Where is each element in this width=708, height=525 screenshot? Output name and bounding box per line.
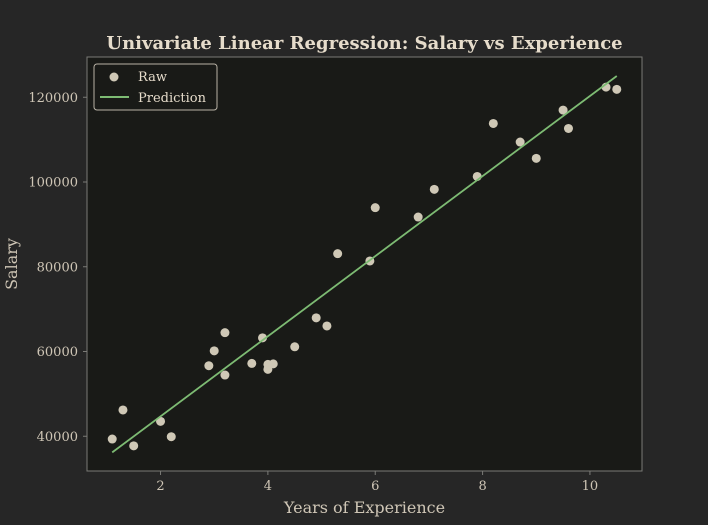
raw-data-point [209, 346, 219, 356]
chart-title: Univariate Linear Regression: Salary vs … [106, 33, 622, 54]
plot-spines [86, 56, 643, 472]
raw-data-point [220, 370, 230, 380]
raw-data-point [204, 361, 214, 371]
raw-data-point [515, 137, 525, 147]
y-tick-label: 80000 [37, 260, 78, 275]
raw-data-point [107, 434, 117, 444]
raw-data-point [413, 212, 423, 222]
y-axis-label: Salary [2, 238, 21, 290]
raw-data-point [322, 321, 332, 331]
legend: Raw Prediction [93, 63, 218, 111]
legend-raw-label: Raw [138, 70, 167, 85]
raw-data-point [258, 333, 268, 343]
legend-prediction-label: Prediction [138, 91, 207, 106]
raw-data-point [247, 358, 257, 368]
raw-data-point [370, 203, 380, 213]
raw-data-point [166, 432, 176, 442]
raw-data-point [333, 249, 343, 259]
y-tick-label: 120000 [28, 91, 78, 106]
axis-ticks: 2 4 6 8 10 40000 60000 80000 100000 120000 [28, 91, 598, 494]
raw-data-point [612, 84, 622, 94]
legend-box [93, 63, 218, 111]
x-tick-label: 2 [156, 479, 164, 494]
raw-data-point [220, 328, 230, 338]
y-tick-label: 40000 [37, 430, 78, 445]
raw-data-point [290, 342, 300, 352]
raw-data-point [118, 405, 128, 415]
prediction-line [111, 75, 618, 454]
raw-data-point [558, 105, 568, 115]
x-tick-label: 10 [582, 479, 599, 494]
raw-data-point [488, 118, 498, 128]
raw-data-point [268, 359, 278, 369]
y-tick-label: 100000 [28, 176, 78, 191]
raw-data-point [129, 441, 139, 451]
prediction-line-group [111, 75, 618, 454]
raw-data-point [563, 123, 573, 133]
x-tick-label: 8 [478, 479, 486, 494]
raw-data-point [531, 153, 541, 163]
x-tick-label: 4 [264, 479, 272, 494]
y-tick-label: 60000 [37, 345, 78, 360]
x-axis-label: Years of Experience [283, 498, 445, 517]
raw-data-point [311, 313, 321, 323]
raw-data-point [429, 184, 439, 194]
x-tick-label: 6 [371, 479, 379, 494]
legend-raw-marker [109, 72, 119, 82]
